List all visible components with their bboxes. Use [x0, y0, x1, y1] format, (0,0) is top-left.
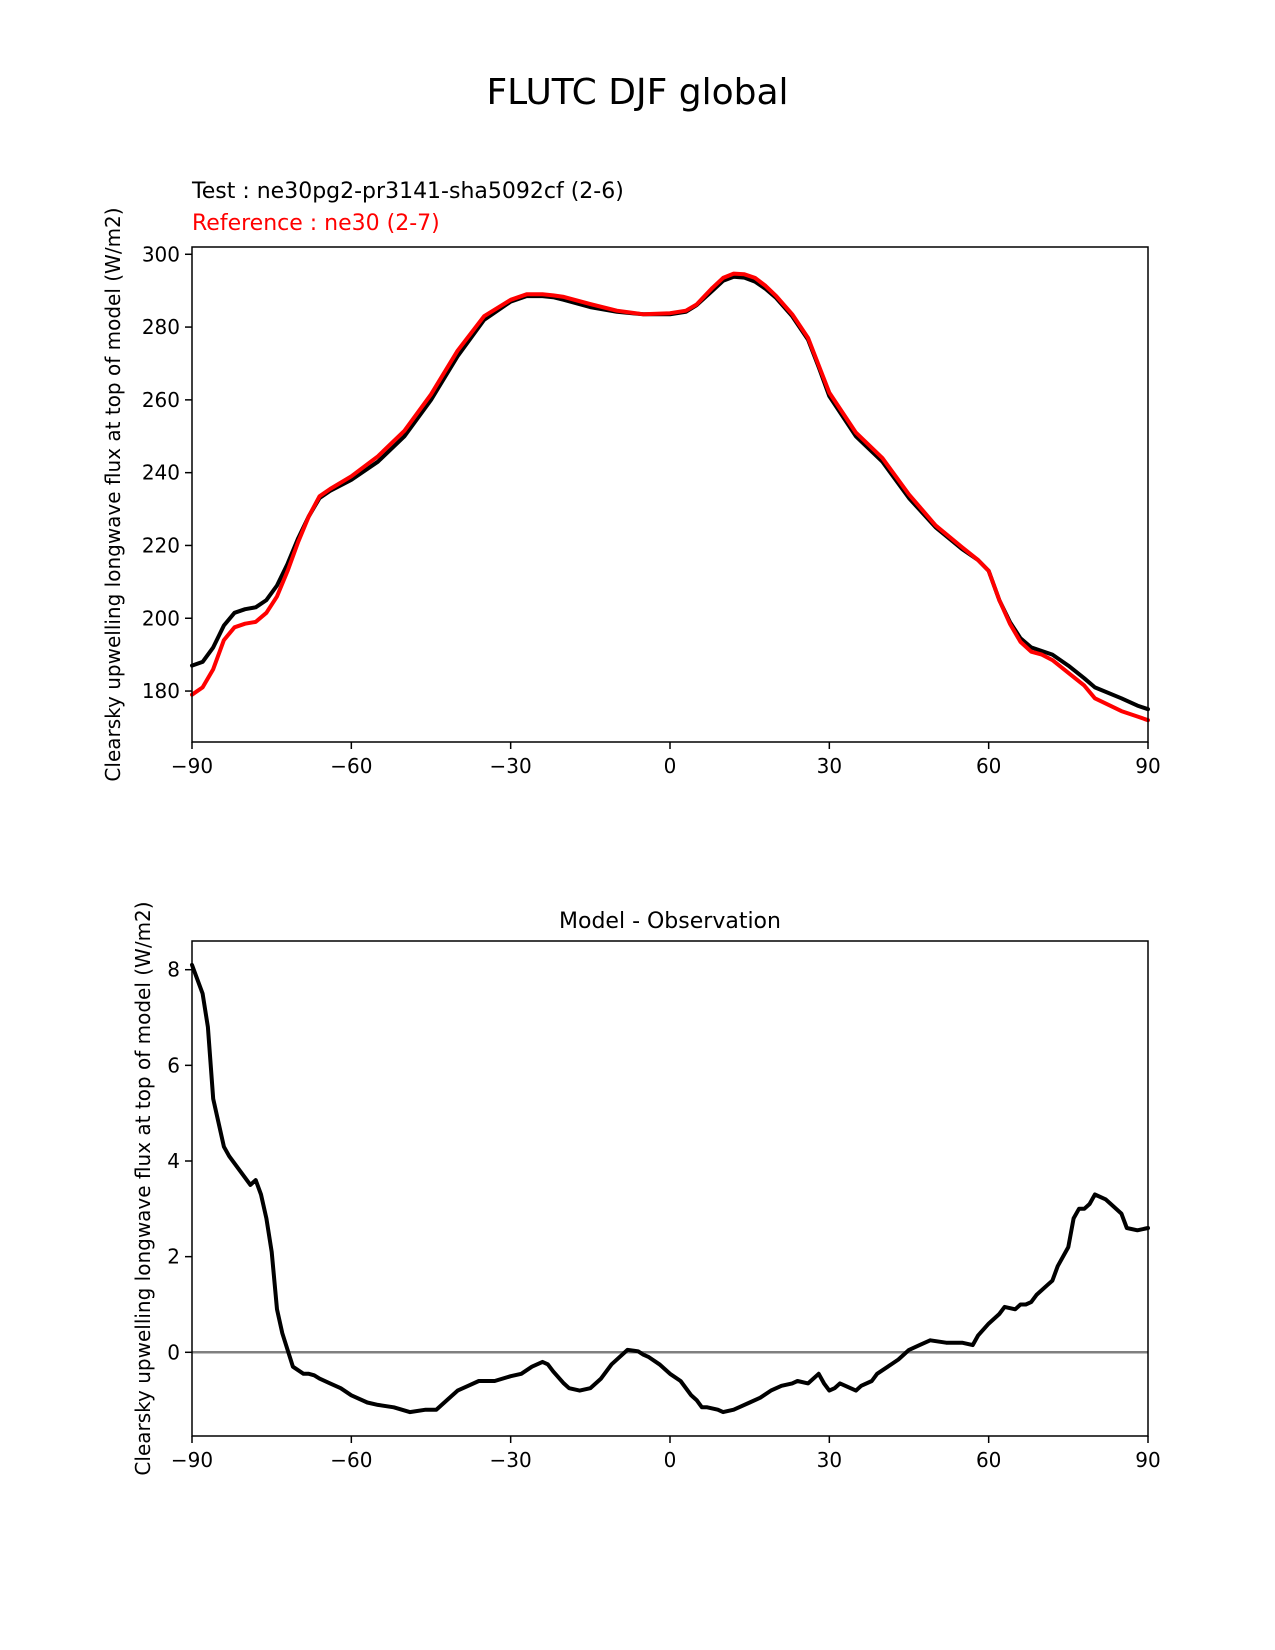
figure-title: FLUTC DJF global: [486, 72, 789, 113]
y-tick-label: 220: [142, 533, 180, 557]
x-tick-label: 90: [1135, 754, 1160, 778]
plot-frame: [191, 940, 1149, 1437]
x-tick-label: 60: [976, 1448, 1001, 1472]
y-tick-label: 260: [142, 388, 180, 412]
legend-reference-label: Reference : ne30 (2-7): [192, 211, 440, 236]
x-tick-label: −90: [171, 1448, 213, 1472]
y-tick-label: 300: [142, 242, 180, 266]
bottom-line-chart: −90 −60 −30 0 30 60 90 0 2 4 6 8 Clearsky upwelling …: [131, 901, 1161, 1475]
y-tick-label: 280: [142, 315, 180, 339]
x-tick-label: −90: [171, 754, 213, 778]
y-tick-label: 2: [167, 1245, 180, 1269]
y-tick-label: 180: [142, 679, 180, 703]
x-tick-label: −30: [490, 754, 532, 778]
x-tick-label: 0: [664, 754, 677, 778]
x-tick-label: −30: [490, 1448, 532, 1472]
x-tick-label: 60: [976, 754, 1001, 778]
x-tick-label: 90: [1135, 1448, 1160, 1472]
y-tick-label: 8: [167, 958, 180, 982]
legend-test-label: Test : ne30pg2-pr3141-sha5092cf (2-6): [191, 179, 624, 204]
y-axis-label: Clearsky upwelling longwave flux at top …: [131, 901, 155, 1475]
y-tick-label: 200: [142, 606, 180, 630]
y-tick-label: 240: [142, 461, 180, 485]
x-tick-label: −60: [330, 754, 372, 778]
x-tick-label: −60: [330, 1448, 372, 1472]
series-line-0-1: [190, 271, 1150, 723]
y-axis-label: Clearsky upwelling longwave flux at top …: [101, 207, 125, 781]
x-tick-label: 30: [817, 754, 842, 778]
series-line-1-0: [190, 962, 1150, 1415]
plot-frame: [191, 246, 1149, 743]
series-line-0-0: [190, 274, 1150, 712]
top-line-chart: −90 −60 −30 0 30 60 90 180 200 220 240 260 280 300 Cle…: [101, 207, 1161, 781]
bottom-chart-title: Model - Observation: [559, 909, 781, 934]
x-tick-label: 30: [817, 1448, 842, 1472]
x-tick-label: 0: [664, 1448, 677, 1472]
y-tick-label: 6: [167, 1053, 180, 1077]
y-tick-label: 4: [167, 1149, 180, 1173]
y-tick-label: 0: [167, 1340, 180, 1364]
